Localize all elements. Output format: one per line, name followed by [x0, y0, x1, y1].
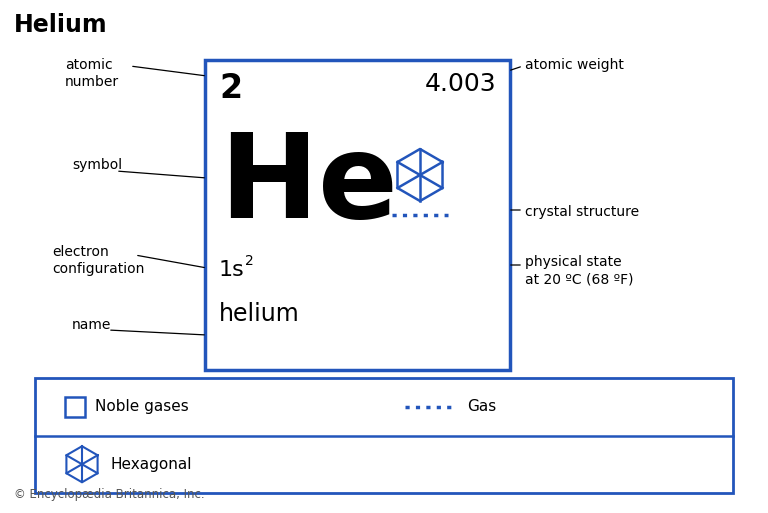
Text: © Encyclopædia Britannica, Inc.: © Encyclopædia Britannica, Inc. — [14, 488, 204, 501]
Text: name: name — [72, 318, 111, 332]
Text: helium: helium — [219, 302, 300, 326]
FancyBboxPatch shape — [65, 397, 85, 417]
Text: crystal structure: crystal structure — [525, 205, 639, 219]
Text: Helium: Helium — [14, 13, 108, 37]
Text: 2: 2 — [219, 72, 242, 105]
Text: He: He — [219, 128, 398, 243]
Text: 4.003: 4.003 — [425, 72, 496, 96]
Text: 1s: 1s — [219, 260, 245, 280]
FancyBboxPatch shape — [35, 378, 733, 493]
Text: electron
configuration: electron configuration — [52, 245, 144, 277]
Text: 2: 2 — [245, 254, 253, 268]
Text: symbol: symbol — [72, 158, 122, 172]
Text: Noble gases: Noble gases — [95, 399, 189, 415]
Text: physical state
at 20 ºC (68 ºF): physical state at 20 ºC (68 ºF) — [525, 255, 634, 286]
Text: atomic
number: atomic number — [65, 58, 119, 89]
Text: atomic weight: atomic weight — [525, 58, 624, 72]
Text: Gas: Gas — [467, 399, 496, 415]
FancyBboxPatch shape — [205, 60, 510, 370]
Text: Hexagonal: Hexagonal — [110, 457, 191, 472]
